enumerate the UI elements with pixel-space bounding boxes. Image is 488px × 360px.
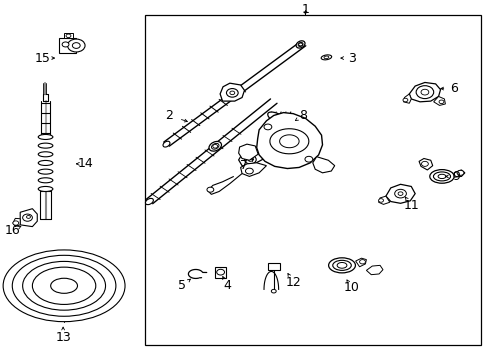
Ellipse shape (267, 112, 291, 127)
Text: 16: 16 (5, 224, 20, 237)
Ellipse shape (3, 250, 125, 321)
Ellipse shape (145, 198, 153, 204)
Text: 8: 8 (298, 109, 306, 122)
Polygon shape (256, 113, 322, 168)
Polygon shape (385, 184, 414, 203)
Ellipse shape (163, 141, 170, 147)
Circle shape (394, 189, 406, 198)
Text: 14: 14 (78, 157, 94, 170)
Polygon shape (240, 163, 266, 176)
Polygon shape (269, 132, 279, 138)
Ellipse shape (38, 143, 53, 148)
Polygon shape (64, 33, 73, 39)
Ellipse shape (321, 55, 331, 60)
Circle shape (62, 42, 69, 47)
Text: 12: 12 (285, 276, 301, 289)
Bar (144, 15, 480, 345)
Polygon shape (433, 96, 445, 105)
Circle shape (397, 192, 402, 195)
Ellipse shape (211, 143, 219, 149)
Ellipse shape (51, 278, 77, 293)
Ellipse shape (38, 134, 53, 139)
Ellipse shape (38, 178, 53, 183)
Polygon shape (267, 263, 279, 270)
Circle shape (226, 89, 238, 97)
Circle shape (415, 86, 433, 99)
Polygon shape (408, 82, 440, 102)
Circle shape (420, 89, 428, 95)
Text: 7: 7 (240, 159, 248, 172)
Polygon shape (269, 129, 308, 154)
Polygon shape (13, 219, 20, 226)
Polygon shape (238, 144, 258, 160)
Circle shape (216, 269, 224, 275)
Ellipse shape (432, 172, 449, 181)
Circle shape (206, 187, 213, 192)
Circle shape (13, 221, 19, 225)
Text: 10: 10 (343, 281, 359, 294)
Ellipse shape (437, 174, 445, 179)
Circle shape (247, 158, 252, 161)
Circle shape (66, 34, 71, 38)
Polygon shape (366, 265, 382, 275)
Text: 11: 11 (403, 199, 419, 212)
Ellipse shape (328, 258, 355, 273)
Circle shape (378, 199, 383, 202)
Ellipse shape (208, 141, 221, 151)
Polygon shape (207, 174, 242, 194)
Text: 1: 1 (301, 3, 309, 16)
Circle shape (244, 155, 256, 164)
Circle shape (22, 214, 32, 221)
Text: 4: 4 (223, 279, 231, 292)
Circle shape (212, 144, 217, 148)
Text: 6: 6 (449, 82, 457, 95)
Text: 5: 5 (178, 279, 186, 292)
Polygon shape (279, 135, 299, 148)
Polygon shape (238, 151, 263, 167)
Polygon shape (418, 158, 432, 170)
Ellipse shape (296, 41, 305, 48)
Ellipse shape (38, 169, 53, 174)
Text: 9: 9 (452, 170, 460, 183)
Ellipse shape (336, 262, 346, 268)
Circle shape (421, 161, 427, 166)
Circle shape (298, 43, 302, 46)
Circle shape (72, 42, 80, 48)
Circle shape (229, 91, 234, 95)
Ellipse shape (332, 260, 350, 270)
Polygon shape (378, 196, 389, 204)
Ellipse shape (298, 42, 303, 46)
Circle shape (245, 168, 253, 174)
Text: 2: 2 (164, 109, 172, 122)
Text: 15: 15 (34, 51, 50, 64)
Circle shape (456, 170, 463, 175)
Polygon shape (453, 170, 464, 177)
Ellipse shape (38, 152, 53, 157)
Circle shape (67, 39, 85, 52)
Polygon shape (355, 258, 366, 267)
Polygon shape (215, 267, 225, 278)
Circle shape (359, 260, 365, 264)
Ellipse shape (38, 161, 53, 166)
Circle shape (264, 124, 271, 130)
Circle shape (305, 156, 312, 162)
Circle shape (438, 100, 443, 104)
Ellipse shape (324, 56, 328, 59)
Ellipse shape (429, 170, 453, 183)
Polygon shape (20, 209, 37, 226)
Circle shape (271, 289, 276, 293)
Ellipse shape (38, 186, 53, 192)
Polygon shape (403, 94, 410, 103)
Polygon shape (59, 39, 76, 53)
Circle shape (402, 98, 407, 102)
Text: 13: 13 (55, 331, 71, 344)
Polygon shape (220, 83, 244, 101)
Circle shape (26, 216, 30, 219)
Polygon shape (312, 157, 334, 173)
Text: 3: 3 (347, 51, 355, 64)
